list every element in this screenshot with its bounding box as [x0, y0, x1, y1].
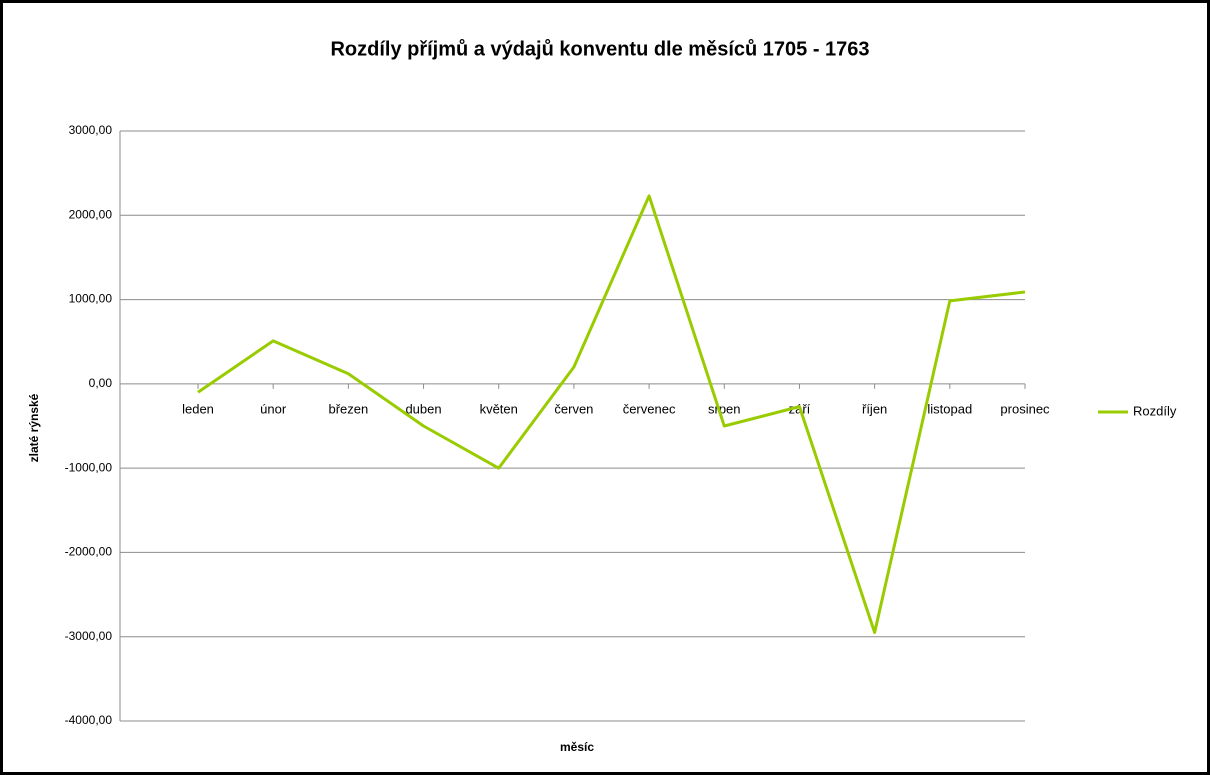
y-axis-label: zlaté rýnské	[27, 393, 41, 462]
x-tick-label: prosinec	[1000, 401, 1050, 416]
x-tick-label: květen	[480, 401, 518, 416]
x-tick-label: duben	[405, 401, 441, 416]
legend-label: Rozdíly	[1133, 403, 1177, 418]
data-line	[197, 194, 1026, 634]
y-tick-label: -4000,00	[65, 713, 113, 727]
y-tick-label: 3000,00	[69, 123, 113, 137]
x-axis-label: měsíc	[560, 740, 594, 754]
y-tick-label: -3000,00	[65, 629, 113, 643]
y-tick-label: 2000,00	[69, 207, 113, 221]
y-tick-label: -2000,00	[65, 545, 113, 559]
x-tick-label: říjen	[862, 401, 887, 416]
x-tick-label: červenec	[623, 401, 676, 416]
x-tick-label: červen	[554, 401, 593, 416]
x-tick-label: březen	[328, 401, 368, 416]
x-tick-label: únor	[260, 401, 287, 416]
y-tick-label: 1000,00	[69, 292, 113, 306]
chart-title: Rozdíly příjmů a výdajů konventu dle měs…	[330, 38, 869, 60]
x-tick-label: srpen	[708, 401, 741, 416]
x-tick-label: listopad	[927, 401, 972, 416]
y-tick-label: -1000,00	[65, 460, 113, 474]
y-tick-label: 0,00	[89, 376, 113, 390]
x-tick-label: leden	[182, 401, 214, 416]
